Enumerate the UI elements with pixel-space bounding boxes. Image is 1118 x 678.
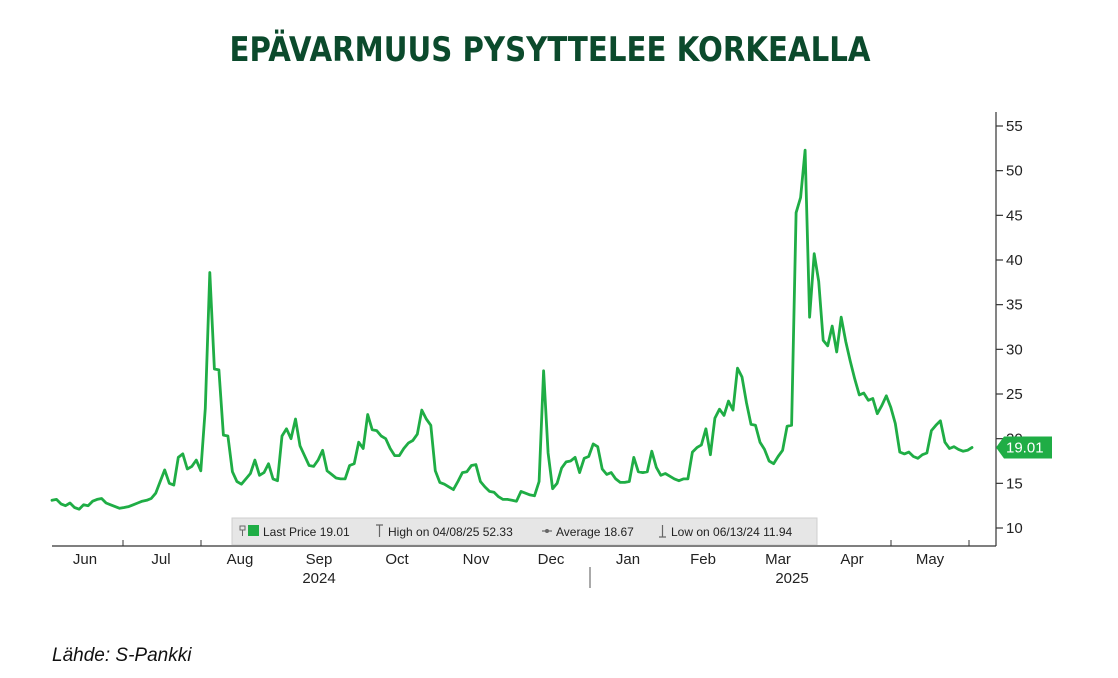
legend-icon-low [659, 525, 666, 538]
y-ticks: 10152025303540455055 [996, 118, 1023, 537]
x-tick-label-month: Jul [151, 551, 170, 568]
x-tick-label-month: Dec [538, 551, 565, 568]
legend-icon-last [239, 525, 259, 536]
legend-entry-avg: Average 18.67 [556, 525, 634, 539]
y-tick-label: 50 [1006, 163, 1023, 180]
x-tick-label-month: Nov [463, 551, 490, 568]
x-tick-label-month: May [916, 551, 945, 568]
y-tick-label: 30 [1006, 341, 1023, 358]
x-ticks: Jun Jul Aug Sep Oct Nov Dec Jan Feb Mar Apr May 2024… [73, 540, 970, 587]
x-tick-label-month: Jun [73, 551, 97, 568]
legend-box [231, 517, 818, 546]
y-tick-label: 10 [1006, 520, 1023, 537]
last-value-badge-label: 19.01 [1006, 440, 1044, 457]
y-tick-label: 55 [1006, 118, 1023, 135]
last-value-badge-shape [996, 436, 1052, 459]
x-tick-label-month: Apr [840, 551, 863, 568]
x-tick-label-year: 2025 [775, 570, 808, 587]
x-tick-label-month: Sep [306, 551, 333, 568]
legend-entry-high: High on 04/08/25 52.33 [388, 525, 513, 539]
legend-entry-last: Last Price 19.01 [263, 525, 350, 539]
chart-title: EPÄVARMUUS PYSYTTELEE KORKEALLA [229, 30, 871, 70]
series-line-last-price [50, 148, 974, 511]
x-tick-label-year: 2024 [302, 570, 335, 587]
legend-entry-low: Low on 06/13/24 11.94 [671, 525, 793, 539]
last-value-badge: 19.01 [996, 436, 1052, 459]
y-tick-label: 40 [1006, 252, 1023, 269]
x-tick-label-month: Aug [227, 551, 254, 568]
legend-icon-high [376, 524, 383, 537]
source-note: Lähde: S-Pankki [52, 645, 192, 666]
y-tick-label: 45 [1006, 207, 1023, 224]
x-tick-label-month: Jan [616, 551, 640, 568]
legend: Last Price 19.01 High on 04/08/25 52.33 Av… [231, 517, 818, 546]
x-tick-label-month: Oct [385, 551, 409, 568]
x-tick-label-month: Feb [690, 551, 716, 568]
y-tick-label: 25 [1006, 386, 1023, 403]
y-tick-label: 35 [1006, 297, 1023, 314]
legend-icon-avg [542, 529, 552, 533]
y-tick-label: 15 [1006, 475, 1023, 492]
x-tick-label-month: Mar [765, 551, 791, 568]
